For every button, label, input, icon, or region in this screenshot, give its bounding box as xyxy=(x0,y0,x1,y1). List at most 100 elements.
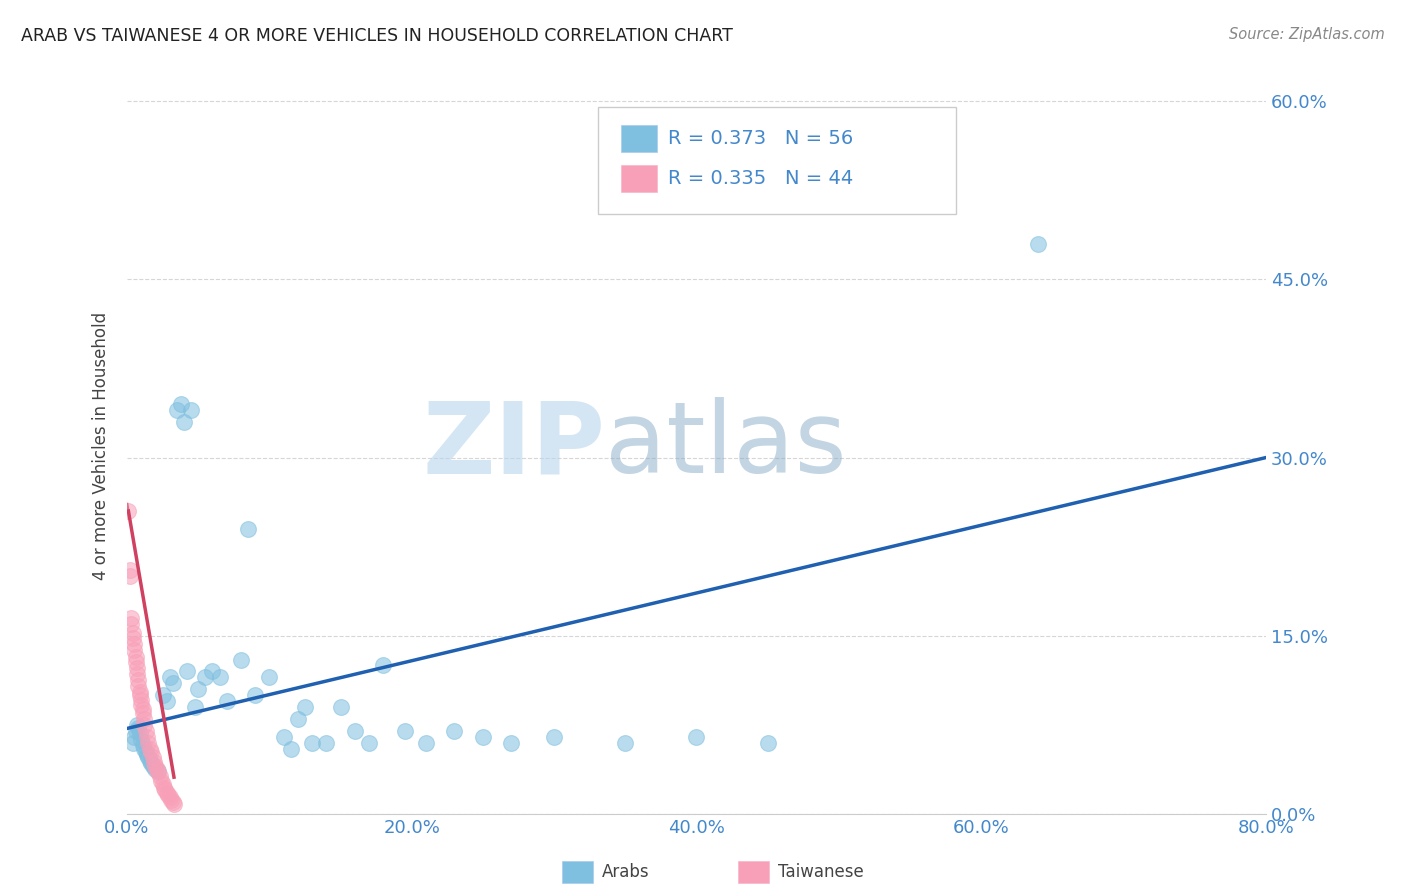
Point xyxy=(145,762,167,776)
Point xyxy=(131,738,153,752)
Point xyxy=(201,665,224,679)
Point xyxy=(180,403,202,417)
Point xyxy=(155,783,177,797)
Point xyxy=(1026,236,1049,251)
Text: ARAB VS TAIWANESE 4 OR MORE VEHICLES IN HOUSEHOLD CORRELATION CHART: ARAB VS TAIWANESE 4 OR MORE VEHICLES IN … xyxy=(21,27,733,45)
Point xyxy=(127,679,149,693)
Point xyxy=(141,745,163,759)
Point xyxy=(148,765,170,780)
Point xyxy=(280,741,302,756)
Text: R = 0.335   N = 44: R = 0.335 N = 44 xyxy=(668,169,853,188)
Point xyxy=(294,700,316,714)
Point xyxy=(129,693,152,707)
Point xyxy=(259,670,281,684)
Point xyxy=(159,790,181,805)
Point xyxy=(129,698,152,712)
Point xyxy=(208,670,231,684)
Point xyxy=(125,666,148,681)
Point xyxy=(243,688,266,702)
Point xyxy=(156,694,179,708)
Point xyxy=(122,643,145,657)
Point xyxy=(131,702,153,716)
Point xyxy=(118,564,141,578)
Point xyxy=(157,788,180,802)
Point xyxy=(162,795,184,809)
Point xyxy=(135,730,157,744)
Point xyxy=(124,655,146,669)
Point xyxy=(131,706,153,720)
Point xyxy=(373,658,395,673)
Point xyxy=(273,730,295,744)
Point xyxy=(357,736,380,750)
Point xyxy=(159,670,181,684)
Point xyxy=(163,797,186,812)
Point xyxy=(166,403,188,417)
Point xyxy=(156,786,179,800)
Point xyxy=(139,754,162,768)
Point xyxy=(173,415,195,429)
Point xyxy=(122,730,145,744)
Point xyxy=(152,688,174,702)
Y-axis label: 4 or more Vehicles in Household: 4 or more Vehicles in Household xyxy=(93,311,110,580)
Point xyxy=(229,652,252,666)
Point xyxy=(117,504,139,518)
Point xyxy=(315,736,337,750)
Text: atlas: atlas xyxy=(605,397,846,494)
Point xyxy=(187,682,209,697)
Text: R = 0.373   N = 56: R = 0.373 N = 56 xyxy=(668,128,853,148)
Point xyxy=(118,569,141,583)
Point xyxy=(134,723,156,738)
Point xyxy=(160,793,183,807)
Point xyxy=(162,676,184,690)
Point xyxy=(125,718,148,732)
Text: Source: ZipAtlas.com: Source: ZipAtlas.com xyxy=(1229,27,1385,42)
Point xyxy=(149,769,172,783)
Point xyxy=(343,723,366,738)
Point xyxy=(301,736,323,750)
Point xyxy=(122,637,145,651)
Point xyxy=(121,631,143,645)
Text: ZIP: ZIP xyxy=(422,397,605,494)
Point xyxy=(501,736,523,750)
Point xyxy=(124,723,146,738)
Point xyxy=(139,741,162,756)
Point xyxy=(143,755,166,769)
Point xyxy=(415,736,437,750)
Point xyxy=(152,777,174,791)
Point xyxy=(150,773,173,788)
Point xyxy=(215,694,238,708)
Point xyxy=(287,712,309,726)
Point xyxy=(142,750,165,764)
Point xyxy=(194,670,217,684)
Point xyxy=(135,747,157,762)
Point xyxy=(170,397,193,411)
Point xyxy=(141,756,163,770)
Point xyxy=(134,745,156,759)
Point xyxy=(128,688,150,702)
Point xyxy=(124,650,146,665)
Point xyxy=(443,723,465,738)
Point xyxy=(142,759,165,773)
Point xyxy=(132,718,155,732)
Point xyxy=(614,736,637,750)
Point xyxy=(132,741,155,756)
Point xyxy=(127,722,149,736)
Point xyxy=(543,730,565,744)
Point xyxy=(125,661,148,675)
Text: Taiwanese: Taiwanese xyxy=(778,863,863,881)
Point xyxy=(153,780,176,795)
Point xyxy=(127,673,149,687)
Point xyxy=(236,522,259,536)
Point xyxy=(138,736,160,750)
Point xyxy=(145,759,167,773)
Point xyxy=(128,726,150,740)
Point xyxy=(121,626,143,640)
Point xyxy=(138,750,160,764)
Point xyxy=(129,733,152,747)
Point xyxy=(184,700,207,714)
Point xyxy=(329,700,352,714)
Point xyxy=(120,611,142,625)
Point xyxy=(176,665,198,679)
Point xyxy=(121,736,143,750)
Point xyxy=(148,764,170,779)
